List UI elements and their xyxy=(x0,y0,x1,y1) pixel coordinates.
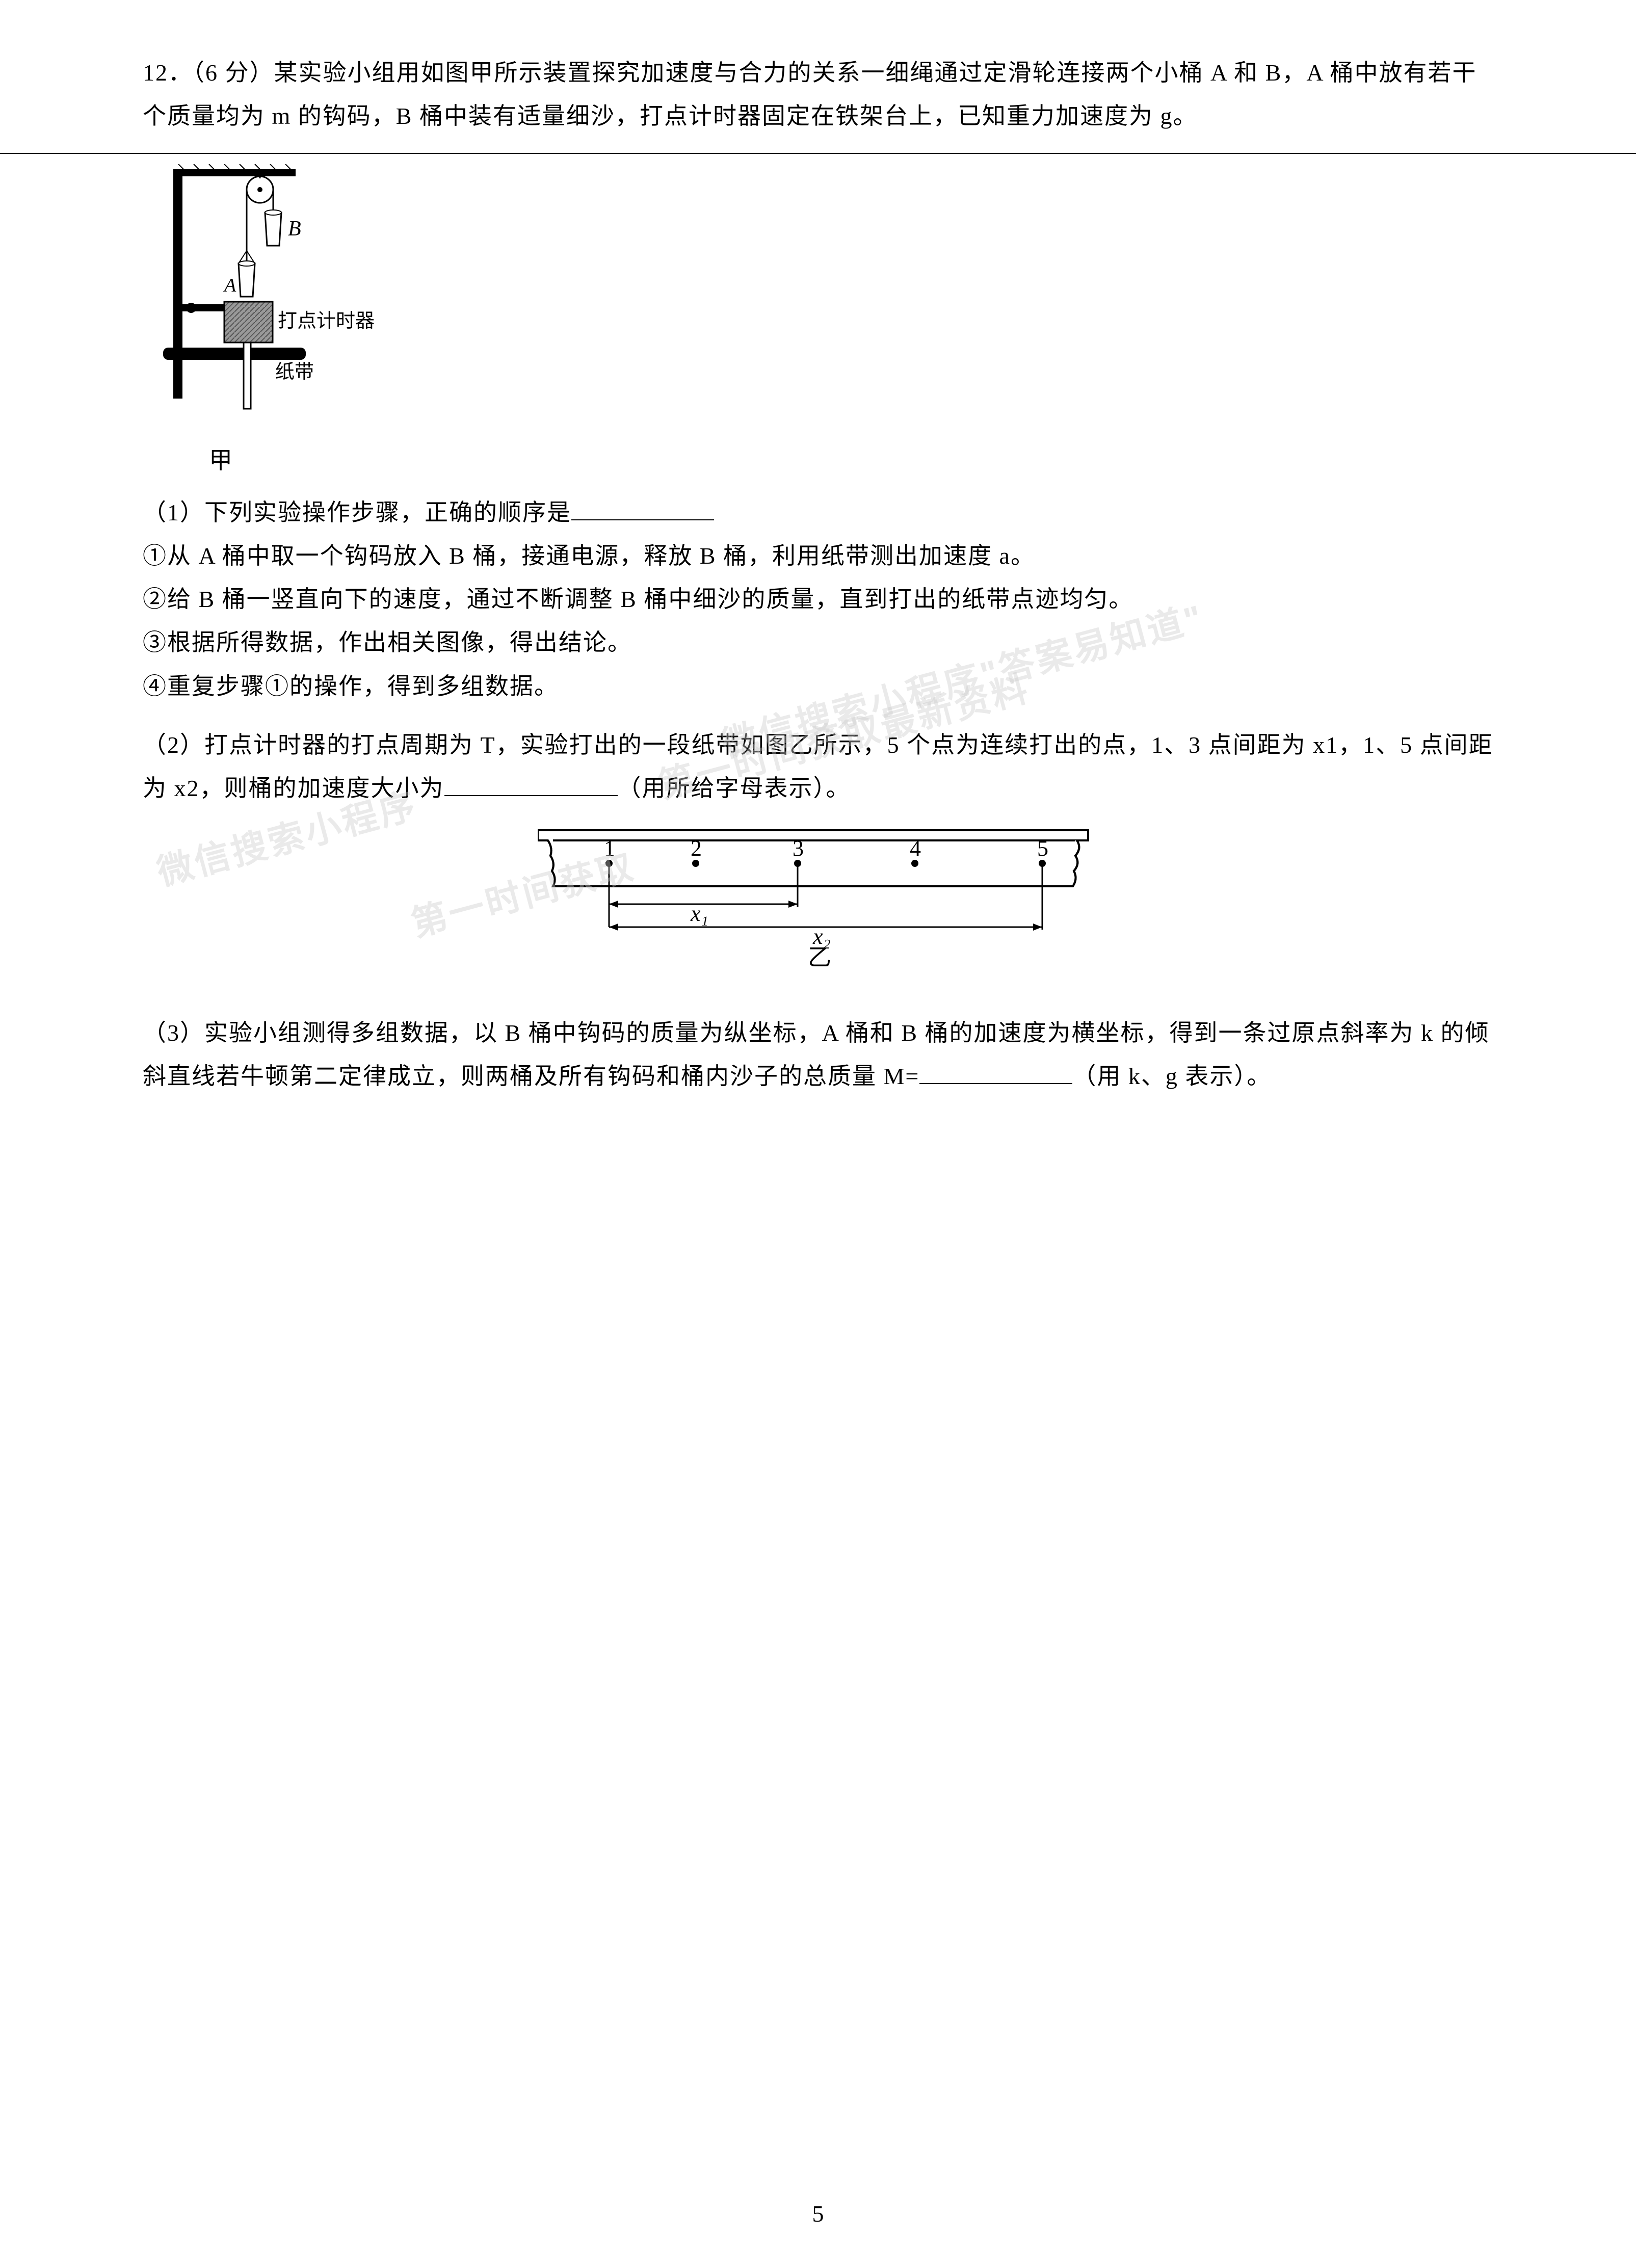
diagram-yi-caption: 乙 xyxy=(808,944,831,968)
point-label-1: 1 xyxy=(604,836,615,861)
part1-prompt: （1）下列实验操作步骤，正确的顺序是 xyxy=(143,499,571,525)
point-label-4: 4 xyxy=(910,836,921,861)
question-points: （6 分） xyxy=(193,60,274,86)
part2: （2）打点计时器的打点周期为 T，实验打出的一段纸带如图乙所示，5 个点为连续打… xyxy=(143,723,1493,810)
blank-answer-1 xyxy=(571,500,714,520)
page-divider xyxy=(0,153,1636,154)
label-a: A xyxy=(223,275,236,296)
question-number: 12． xyxy=(143,60,193,86)
point-label-3: 3 xyxy=(793,836,804,861)
question-body: 某实验小组用如图甲所示装置探究加速度与合力的关系一细绳通过定滑轮连接两个小桶 A… xyxy=(143,60,1477,129)
point-label-2: 2 xyxy=(691,836,702,861)
diagram-jia-caption: 甲 xyxy=(209,442,1493,476)
step-1: ①从 A 桶中取一个钩码放入 B 桶，接通电源，释放 B 桶，利用纸带测出加速度… xyxy=(143,534,1493,577)
part1: （1）下列实验操作步骤，正确的顺序是 xyxy=(143,491,1493,534)
label-timer: 打点计时器 xyxy=(278,310,375,332)
diagram-jia: B A 打点计时器 纸带 xyxy=(158,164,403,439)
diagram-yi: 1 2 3 4 5 x₁ x₂ 乙 xyxy=(538,825,1098,968)
blank-answer-3 xyxy=(919,1064,1072,1084)
point-label-5: 5 xyxy=(1037,836,1048,861)
part2-after: （用所给字母表示）。 xyxy=(618,775,851,801)
x1-label: x₁ xyxy=(690,901,708,926)
label-b: B xyxy=(288,217,301,241)
part3-before: （3）实验小组测得多组数据，以 B 桶中钩码的质量为纵坐标，A 桶和 B 桶的加… xyxy=(143,1020,1490,1089)
step-3: ③根据所得数据，作出相关图像，得出结论。 xyxy=(143,621,1493,664)
step-4: ④重复步骤①的操作，得到多组数据。 xyxy=(143,665,1493,708)
part3-after: （用 k、g 表示）。 xyxy=(1072,1063,1271,1089)
question-intro: 12．（6 分）某实验小组用如图甲所示装置探究加速度与合力的关系一细绳通过定滑轮… xyxy=(143,51,1493,138)
label-tape: 纸带 xyxy=(275,361,314,383)
blank-answer-2 xyxy=(444,776,618,796)
step-2: ②给 B 桶一竖直向下的速度，通过不断调整 B 桶中细沙的质量，直到打出的纸带点… xyxy=(143,577,1493,621)
part3: （3）实验小组测得多组数据，以 B 桶中钩码的质量为纵坐标，A 桶和 B 桶的加… xyxy=(143,1011,1493,1098)
diagram-jia-container: B A 打点计时器 纸带 甲 xyxy=(158,164,1493,476)
page-number: 5 xyxy=(812,2200,824,2227)
diagram-yi-container: 1 2 3 4 5 x₁ x₂ 乙 xyxy=(143,825,1493,970)
